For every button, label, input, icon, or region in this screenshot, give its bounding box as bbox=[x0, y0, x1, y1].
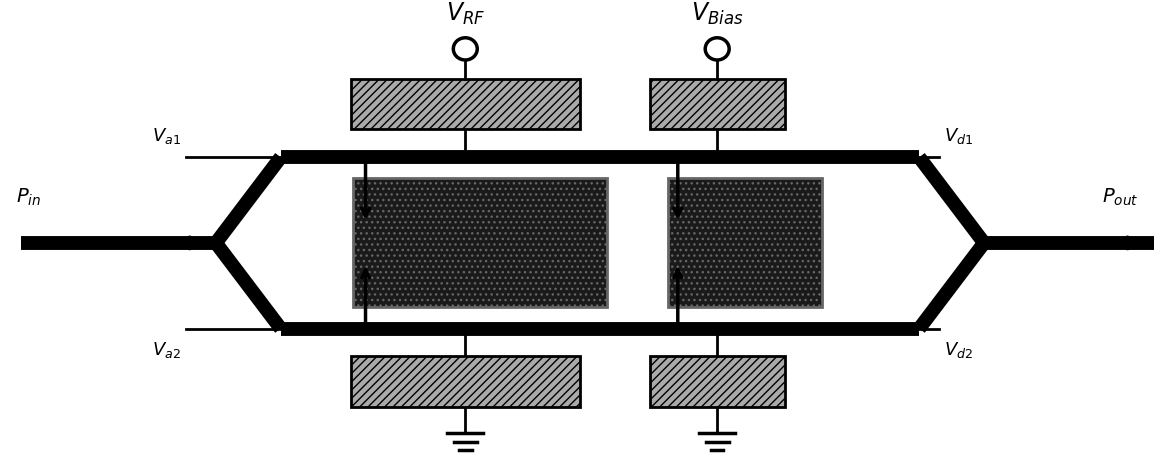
Bar bbox=[350, 356, 580, 407]
Bar bbox=[650, 356, 785, 407]
Text: $V_{d2}$: $V_{d2}$ bbox=[945, 340, 973, 360]
Text: $V_{Bias}$: $V_{Bias}$ bbox=[691, 0, 744, 27]
Text: $V_{RF}$: $V_{RF}$ bbox=[445, 0, 485, 27]
Bar bbox=[352, 177, 607, 307]
Bar bbox=[667, 177, 822, 307]
Text: $P_{out}$: $P_{out}$ bbox=[1102, 187, 1139, 208]
Text: $P_{in}$: $P_{in}$ bbox=[16, 187, 41, 208]
Text: $V_{a1}$: $V_{a1}$ bbox=[152, 126, 181, 146]
Bar bbox=[350, 79, 580, 130]
Text: $V_{d1}$: $V_{d1}$ bbox=[945, 126, 973, 146]
Text: $V_{a2}$: $V_{a2}$ bbox=[153, 340, 181, 360]
Bar bbox=[650, 79, 785, 130]
